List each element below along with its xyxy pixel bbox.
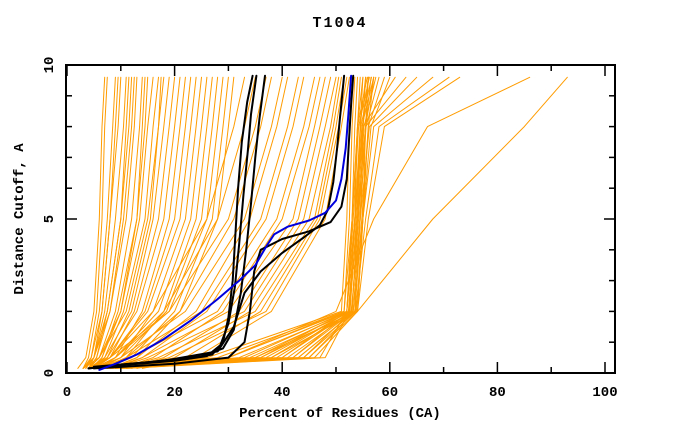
x-tick-label: 60 — [381, 385, 398, 401]
curve-highlighted-curves-black — [92, 74, 355, 370]
curve-model-curves-orange — [77, 76, 106, 369]
curve-model-curves-orange — [114, 76, 337, 369]
curve-model-curves-orange — [82, 76, 130, 369]
curve-model-curves-orange — [90, 76, 146, 369]
curve-model-curves-orange — [88, 76, 181, 369]
curve-model-curves-orange — [85, 76, 119, 369]
curve-model-curves-orange — [93, 76, 245, 369]
curve-model-curves-orange — [109, 76, 326, 369]
curve-model-curves-orange — [88, 76, 135, 369]
curve-model-curves-orange — [98, 76, 299, 369]
curve-model-curves-orange — [104, 76, 418, 369]
x-axis-label: Percent of Residues (CA) — [239, 406, 441, 422]
curve-model-curves-orange — [98, 76, 407, 369]
curve-model-curves-orange — [109, 76, 289, 369]
curve-highlighted-curves-black — [98, 74, 346, 368]
curve-model-curves-orange — [109, 76, 568, 369]
curve-model-curves-orange — [88, 76, 170, 369]
curve-model-curves-orange — [120, 76, 461, 369]
x-tick-label: 40 — [274, 385, 291, 401]
curve-model-curves-orange — [114, 76, 450, 369]
curve-model-curves-orange — [93, 76, 356, 369]
curve-model-curves-orange — [120, 76, 321, 369]
curve-model-curves-orange — [98, 76, 256, 369]
tick-labels-layer: 0 20 40 60 80 100 0 5 10 — [42, 57, 618, 401]
x-tick-label: 20 — [166, 385, 183, 401]
curve-model-curves-orange — [82, 76, 108, 369]
curve-model-curves-orange — [93, 76, 224, 369]
curve-highlighted-curves-black — [87, 74, 258, 370]
curves-layer — [77, 74, 568, 371]
y-tick-label: 0 — [42, 369, 58, 377]
y-tick-label: 5 — [42, 215, 58, 223]
y-axis-label: Distance Cutoff, A — [12, 143, 28, 295]
x-tick-label: 100 — [592, 385, 617, 401]
curve-model-curves-orange — [93, 76, 283, 369]
x-tick-label: 0 — [63, 385, 71, 401]
x-tick-label: 80 — [489, 385, 506, 401]
curve-model-curves-orange — [88, 76, 267, 369]
curve-model-curves-orange — [93, 76, 162, 369]
ticks-layer — [66, 64, 615, 374]
curve-model-curves-orange — [120, 76, 342, 369]
y-tick-label: 10 — [42, 57, 58, 74]
chart-title: T1004 — [312, 15, 367, 32]
curve-highlighted-curve-blue — [98, 74, 353, 371]
